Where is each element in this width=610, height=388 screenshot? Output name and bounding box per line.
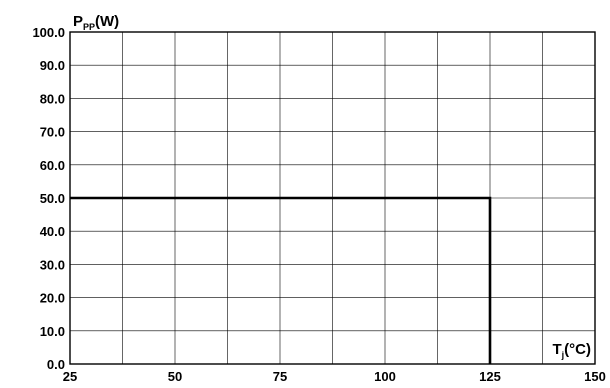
y-tick-label-40-0: 40.0 (40, 224, 65, 239)
y-axis-ticks: 0.0 10.0 20.0 30.0 40.0 50.0 60.0 70.0 80.0 90.0 1… (32, 25, 65, 372)
x-axis-title: Tj(°C) (552, 341, 591, 360)
x-tick-label-50: 50 (168, 369, 182, 384)
y-tick-label-100-0: 100.0 (32, 25, 65, 40)
x-tick-label-150: 150 (584, 369, 606, 384)
x-tick-label-125: 125 (479, 369, 501, 384)
x-axis-title-subscript: j (561, 350, 565, 360)
x-axis-ticks: 25 50 75 100 125 150 (63, 369, 606, 384)
y-tick-label-80-0: 80.0 (40, 91, 65, 106)
y-tick-label-60-0: 60.0 (40, 158, 65, 173)
y-tick-label-10-0: 10.0 (40, 324, 65, 339)
y-tick-label-20-0: 20.0 (40, 291, 65, 306)
y-axis-title-main: P (73, 13, 83, 30)
y-tick-label-90-0: 90.0 (40, 58, 65, 73)
y-axis-title-unit: (W) (95, 13, 119, 30)
x-tick-label-75: 75 (273, 369, 287, 384)
x-tick-label-25: 25 (63, 369, 77, 384)
y-tick-label-70-0: 70.0 (40, 125, 65, 140)
x-tick-label-100: 100 (374, 369, 396, 384)
y-axis-title: PPP(W) (73, 13, 119, 32)
y-tick-label-0-0: 0.0 (47, 357, 65, 372)
series-line-0 (70, 196, 492, 364)
x-axis-title-unit: (°C) (564, 341, 591, 358)
y-tick-label-50-0: 50.0 (40, 191, 65, 206)
series-layer (70, 196, 492, 364)
y-axis-title-subscript: PP (83, 22, 95, 32)
x-axis-title-main: T (552, 341, 561, 358)
y-tick-label-30-0: 30.0 (40, 257, 65, 272)
